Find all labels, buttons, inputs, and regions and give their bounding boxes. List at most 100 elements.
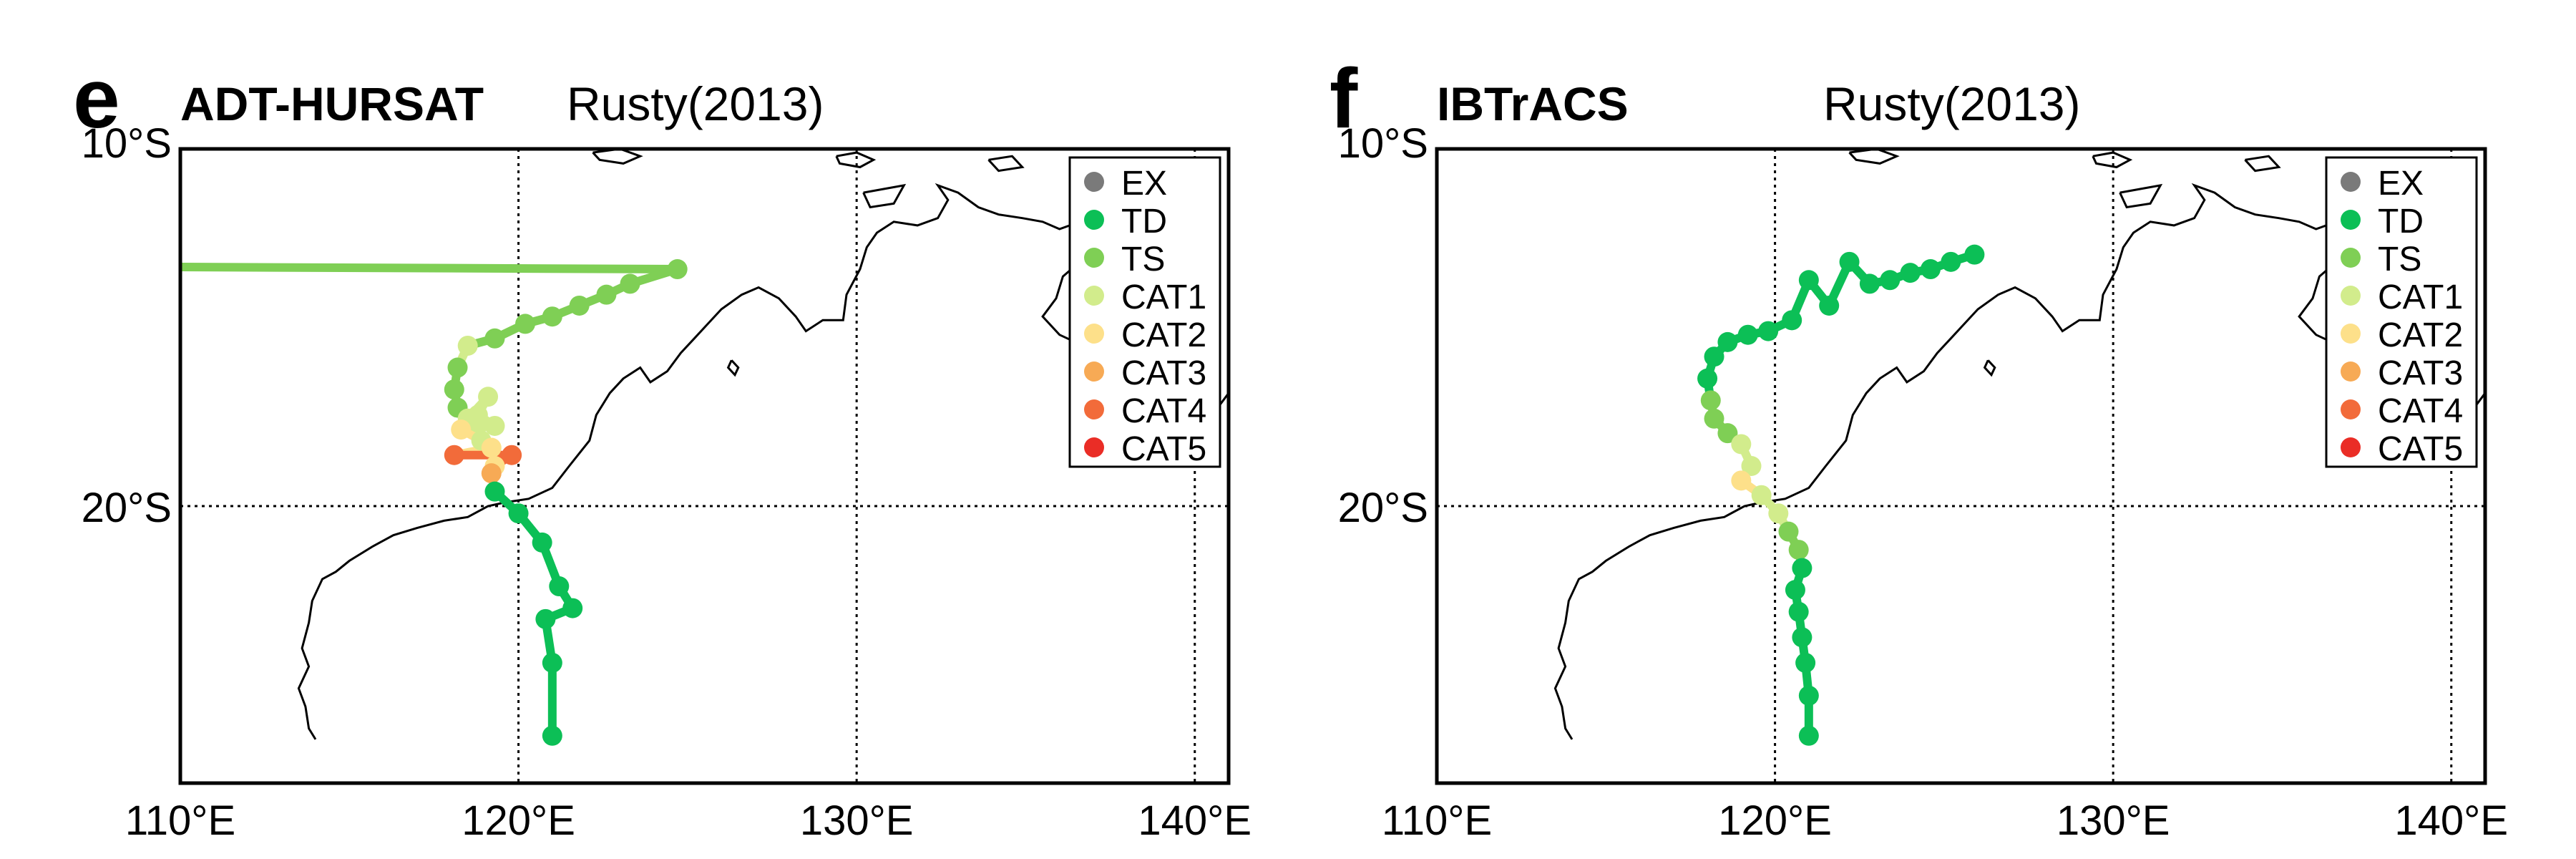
lon-tick-label: 140°E [1138, 797, 1252, 844]
track-segment [180, 263, 682, 274]
island-outline [1983, 359, 1996, 377]
legend-label-cat5: CAT5 [1121, 430, 1206, 468]
track-point-ts [667, 259, 688, 280]
track-point-td [1798, 685, 1819, 706]
legend-marker-cat3 [1084, 361, 1104, 382]
track-point-cat1 [1731, 434, 1752, 455]
track-point-ts [1788, 540, 1809, 560]
track-point-ts [1700, 390, 1721, 411]
legend-marker-ts [2341, 248, 2361, 268]
track-point-cat1 [467, 404, 488, 425]
coastline [297, 183, 1229, 740]
track-point-cat1 [457, 335, 478, 356]
track-point-td [542, 652, 562, 673]
legend-label-cat5: CAT5 [2378, 430, 2463, 468]
island-outline [2244, 155, 2281, 173]
legend-marker-cat2 [1084, 324, 1104, 344]
track-point-cat2 [451, 419, 472, 440]
track-point-ts [1778, 521, 1799, 542]
track-point-cat1 [1768, 503, 1789, 524]
island-outline [592, 149, 643, 165]
legend-marker-cat4 [1084, 399, 1104, 419]
track-point-td [562, 598, 583, 618]
legend-marker-ex [2341, 172, 2361, 192]
lon-tick-label: 120°E [462, 797, 575, 844]
legend-marker-cat1 [2341, 286, 2361, 306]
track-point-td [1859, 273, 1880, 294]
track-point-td [1792, 627, 1813, 648]
track-point-td [508, 503, 529, 524]
track-point-ts [569, 295, 590, 316]
island-outline [835, 151, 877, 169]
legend-label-td: TD [1121, 203, 1167, 241]
track-point-td [542, 725, 562, 746]
track-point-td [1792, 558, 1813, 578]
track-point-td [532, 532, 552, 553]
dataset-title: ADT-HURSAT [180, 77, 484, 130]
track-point-td [1839, 251, 1860, 272]
track-point-td [1795, 652, 1816, 673]
track-point-ts [484, 328, 505, 349]
lon-tick-label: 110°E [1382, 797, 1492, 844]
legend-marker-ex [1084, 172, 1104, 192]
map-content [1437, 149, 2485, 783]
track-point-ts [620, 273, 640, 294]
track-point-td [1920, 259, 1941, 280]
coastline [1553, 183, 2485, 740]
legend-label-cat4: CAT4 [1121, 392, 1206, 430]
legend-label-cat3: CAT3 [2378, 354, 2463, 392]
map-content [180, 149, 1229, 783]
legend-label-ts: TS [1121, 241, 1165, 278]
dataset-title: IBTrACS [1437, 77, 1629, 130]
track-point-td [484, 481, 505, 502]
lat-tick-label: 20°S [82, 485, 172, 531]
track-point-ts [444, 379, 464, 400]
lon-tick-label: 130°E [800, 797, 914, 844]
track-point-td [535, 608, 556, 629]
panel-e: e ADT-HURSAT Rusty(2013) 110°E 120°E 130°E 140… [73, 52, 1252, 844]
track-point-cat1 [484, 415, 505, 436]
track-point-td [1941, 251, 1961, 272]
track-point-ts [1704, 408, 1724, 429]
legend-label-td: TD [2378, 203, 2424, 241]
track-point-td [1704, 346, 1724, 367]
track-point-td [1788, 601, 1809, 622]
track-point-td [1758, 321, 1779, 341]
panel-letter: f [1330, 52, 1358, 146]
lat-tick-label: 10°S [82, 120, 172, 167]
track-point-cat2 [481, 437, 502, 458]
legend-marker-cat2 [2341, 324, 2361, 344]
track-point-cat4 [502, 445, 522, 465]
legend-marker-cat3 [2341, 361, 2361, 382]
track-point-td [1785, 580, 1805, 601]
track-point-cat4 [444, 445, 464, 465]
legend-label-ex: EX [2378, 165, 2424, 203]
lon-tick-label: 120°E [1718, 797, 1832, 844]
track-point-td [1798, 725, 1819, 746]
legend-marker-td [2341, 210, 2361, 230]
legend-label-cat1: CAT1 [1121, 278, 1206, 316]
track-point-ts [596, 284, 617, 305]
track-point-cat1 [478, 387, 499, 407]
island-outline [862, 183, 907, 209]
track-point-td [1798, 270, 1819, 291]
storm-title: Rusty(2013) [1823, 77, 2081, 130]
track-point-td [1717, 331, 1738, 352]
track-point-td [1737, 324, 1758, 345]
track-point-td [549, 576, 570, 597]
legend-marker-cat1 [1084, 286, 1104, 306]
island-outline [987, 155, 1025, 173]
lon-tick-label: 130°E [2057, 797, 2170, 844]
track-point-td [1697, 368, 1718, 389]
lat-tick-label: 10°S [1338, 120, 1428, 167]
island-outline [2092, 151, 2133, 169]
legend-marker-cat4 [2341, 399, 2361, 419]
island-outline [1848, 149, 1900, 165]
legend-label-cat3: CAT3 [1121, 354, 1206, 392]
track-point-cat3 [481, 463, 502, 484]
island-outline [726, 359, 740, 377]
map-frame [178, 147, 1231, 785]
legend-label-cat1: CAT1 [2378, 278, 2463, 316]
